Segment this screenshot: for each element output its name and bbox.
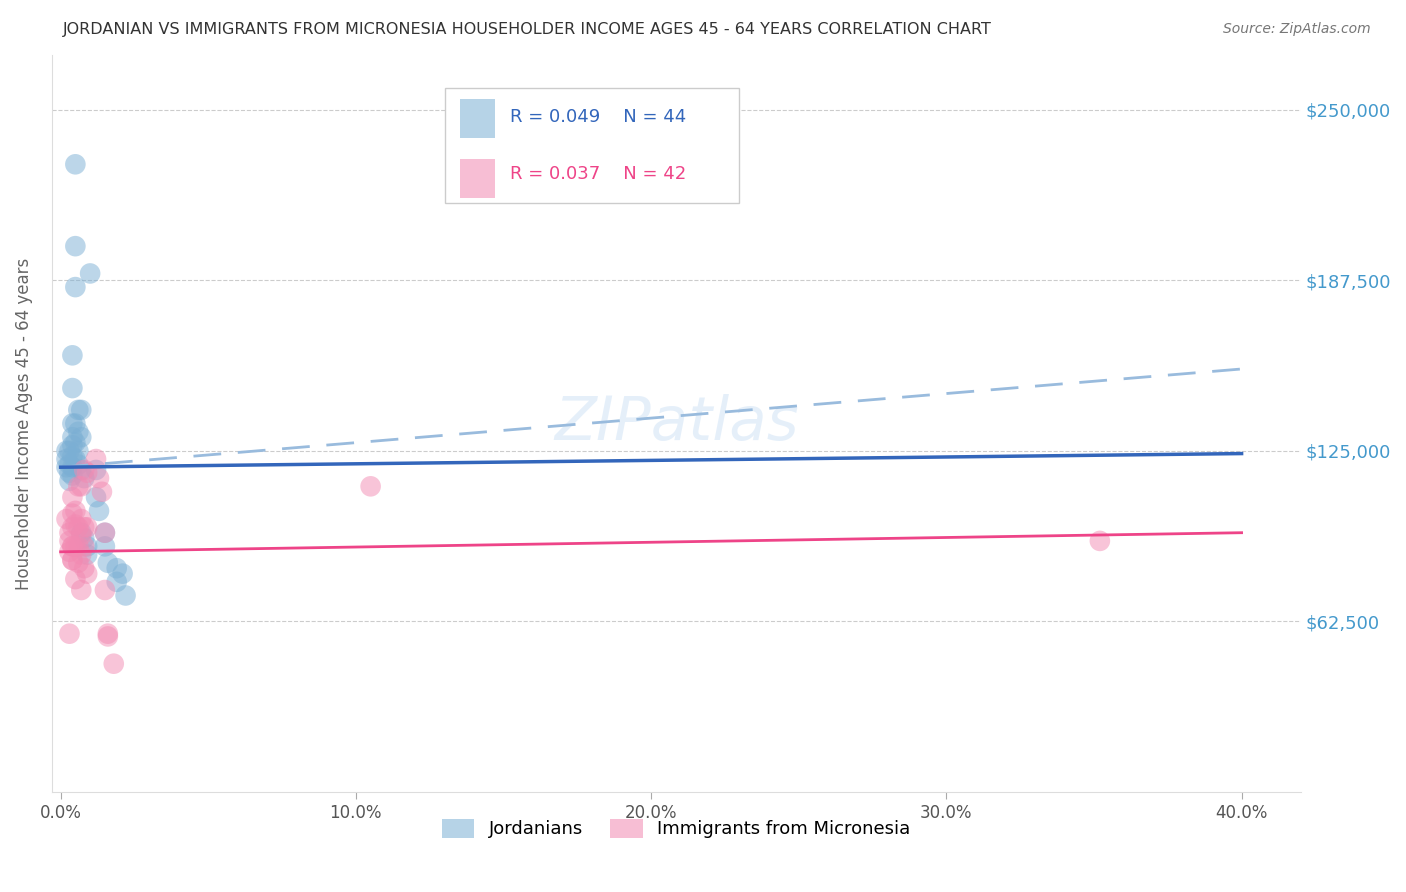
Text: JORDANIAN VS IMMIGRANTS FROM MICRONESIA HOUSEHOLDER INCOME AGES 45 - 64 YEARS CO: JORDANIAN VS IMMIGRANTS FROM MICRONESIA … xyxy=(63,22,993,37)
Point xyxy=(97,629,120,643)
Point xyxy=(70,479,93,493)
Point xyxy=(58,545,80,559)
Point xyxy=(67,540,90,554)
Point xyxy=(65,280,87,294)
Point xyxy=(70,463,93,477)
Point xyxy=(87,504,110,518)
Point xyxy=(62,540,84,554)
Point xyxy=(105,574,128,589)
Point xyxy=(55,443,77,458)
Point xyxy=(65,435,87,450)
Point xyxy=(67,425,90,439)
Point xyxy=(62,507,84,521)
Point xyxy=(65,540,87,554)
Point xyxy=(65,157,87,171)
Point xyxy=(70,512,93,526)
Point xyxy=(73,471,96,485)
Point xyxy=(62,520,84,534)
Point xyxy=(58,466,80,480)
Point xyxy=(65,572,87,586)
Point xyxy=(84,490,107,504)
FancyBboxPatch shape xyxy=(446,88,738,202)
Point xyxy=(58,626,80,640)
Point xyxy=(65,504,87,518)
Point xyxy=(67,556,90,570)
Point xyxy=(73,531,96,545)
Point xyxy=(65,517,87,532)
Point xyxy=(94,540,117,554)
Text: ZIPatlas: ZIPatlas xyxy=(554,394,799,453)
Point xyxy=(62,438,84,452)
Point xyxy=(67,520,90,534)
Point xyxy=(70,430,93,444)
Point xyxy=(58,474,80,488)
Point xyxy=(111,566,134,581)
Point xyxy=(55,460,77,475)
Point xyxy=(76,540,98,554)
Text: R = 0.049    N = 44: R = 0.049 N = 44 xyxy=(510,108,686,126)
Point xyxy=(65,417,87,431)
Point xyxy=(58,443,80,458)
Point xyxy=(94,582,117,597)
Point xyxy=(87,471,110,485)
Text: R = 0.037    N = 42: R = 0.037 N = 42 xyxy=(510,165,686,183)
Point xyxy=(62,381,84,395)
Point xyxy=(67,443,90,458)
Point xyxy=(84,463,107,477)
Point xyxy=(94,525,117,540)
Point xyxy=(70,582,93,597)
Point xyxy=(62,450,84,464)
Point xyxy=(62,460,84,475)
Point xyxy=(62,348,84,362)
Point xyxy=(62,490,84,504)
Point xyxy=(58,533,80,548)
Point xyxy=(114,589,136,603)
Point xyxy=(1088,533,1111,548)
Point xyxy=(76,566,98,581)
Point xyxy=(65,239,87,253)
Point xyxy=(73,520,96,534)
Legend: Jordanians, Immigrants from Micronesia: Jordanians, Immigrants from Micronesia xyxy=(434,812,918,846)
Point xyxy=(55,452,77,467)
Point xyxy=(62,468,84,483)
Point xyxy=(67,403,90,417)
Y-axis label: Householder Income Ages 45 - 64 years: Householder Income Ages 45 - 64 years xyxy=(15,258,32,590)
Point xyxy=(62,553,84,567)
Point xyxy=(67,458,90,472)
Point xyxy=(360,479,382,493)
Point xyxy=(62,417,84,431)
Point xyxy=(73,540,96,554)
Point xyxy=(91,484,114,499)
Point xyxy=(73,463,96,477)
FancyBboxPatch shape xyxy=(460,159,495,198)
Point xyxy=(94,525,117,540)
Point xyxy=(62,430,84,444)
Point xyxy=(70,548,93,562)
Point xyxy=(70,403,93,417)
Point xyxy=(67,479,90,493)
Point xyxy=(97,626,120,640)
Point xyxy=(70,528,93,542)
Point xyxy=(76,548,98,562)
Point xyxy=(62,553,84,567)
Point xyxy=(105,561,128,575)
Point xyxy=(73,561,96,575)
FancyBboxPatch shape xyxy=(460,99,495,138)
Point xyxy=(103,657,125,671)
Point xyxy=(58,458,80,472)
Point xyxy=(97,556,120,570)
Point xyxy=(62,540,84,554)
Point xyxy=(79,267,101,281)
Point xyxy=(76,466,98,480)
Point xyxy=(55,512,77,526)
Point xyxy=(84,452,107,467)
Text: Source: ZipAtlas.com: Source: ZipAtlas.com xyxy=(1223,22,1371,37)
Point xyxy=(58,525,80,540)
Point xyxy=(70,525,93,540)
Point xyxy=(76,520,98,534)
Point xyxy=(65,452,87,467)
